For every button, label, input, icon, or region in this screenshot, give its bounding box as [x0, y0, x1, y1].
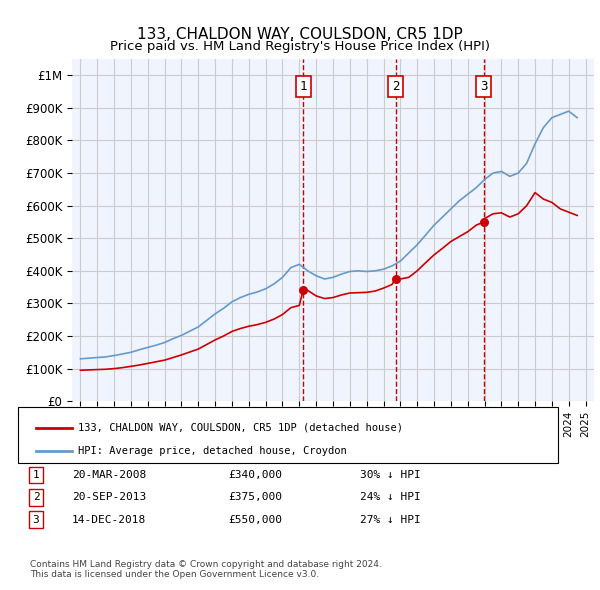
Text: 20-SEP-2013: 20-SEP-2013: [72, 493, 146, 502]
Text: Price paid vs. HM Land Registry's House Price Index (HPI): Price paid vs. HM Land Registry's House …: [110, 40, 490, 53]
Text: £550,000: £550,000: [228, 515, 282, 525]
Text: 3: 3: [32, 515, 40, 525]
Text: 133, CHALDON WAY, COULSDON, CR5 1DP (detached house): 133, CHALDON WAY, COULSDON, CR5 1DP (det…: [78, 423, 403, 432]
Text: 2: 2: [392, 80, 400, 93]
Point: [391, 274, 400, 284]
Text: Contains HM Land Registry data © Crown copyright and database right 2024.
This d: Contains HM Land Registry data © Crown c…: [30, 560, 382, 579]
Text: HPI: Average price, detached house, Croydon: HPI: Average price, detached house, Croy…: [78, 447, 347, 456]
Text: £375,000: £375,000: [228, 493, 282, 502]
Text: 3: 3: [480, 80, 488, 93]
Text: 20-MAR-2008: 20-MAR-2008: [72, 470, 146, 480]
Text: 24% ↓ HPI: 24% ↓ HPI: [360, 493, 421, 502]
Text: 27% ↓ HPI: 27% ↓ HPI: [360, 515, 421, 525]
Point: [298, 286, 308, 295]
Text: 2: 2: [32, 493, 40, 502]
Text: £340,000: £340,000: [228, 470, 282, 480]
Text: 133, CHALDON WAY, COULSDON, CR5 1DP (detached house): 133, CHALDON WAY, COULSDON, CR5 1DP (det…: [78, 423, 403, 432]
Text: 30% ↓ HPI: 30% ↓ HPI: [360, 470, 421, 480]
Text: 1: 1: [32, 470, 40, 480]
Point: [479, 217, 488, 227]
Text: 14-DEC-2018: 14-DEC-2018: [72, 515, 146, 525]
Text: HPI: Average price, detached house, Croydon: HPI: Average price, detached house, Croy…: [78, 447, 347, 456]
Text: 133, CHALDON WAY, COULSDON, CR5 1DP: 133, CHALDON WAY, COULSDON, CR5 1DP: [137, 27, 463, 41]
Text: 1: 1: [299, 80, 307, 93]
